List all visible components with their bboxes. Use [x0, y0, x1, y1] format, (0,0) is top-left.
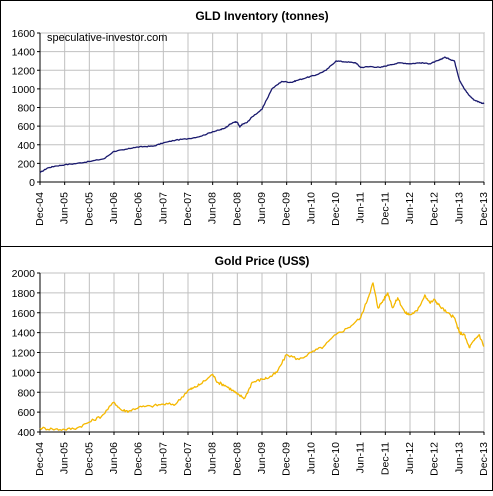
gld-inventory-x-tick-label: Jun-13: [453, 192, 465, 224]
gld-inventory-x-tick-label: Dec-08: [231, 192, 243, 226]
gold-price-y-tick-label: 800: [17, 387, 35, 399]
gld-inventory-x-tick-label: Jun-11: [355, 192, 367, 223]
gold-price-x-tick-label: Dec-04: [34, 442, 46, 476]
gld-inventory-x-tick-label: Dec-13: [478, 192, 490, 226]
gold-price-x-tick-label: Dec-11: [379, 442, 391, 475]
gold-price-x-tick-label: Jun-13: [453, 442, 465, 474]
gold-price-y-tick-label: 1800: [12, 288, 36, 300]
gold-price-x-tick-label: Jun-06: [108, 442, 120, 474]
gld-inventory-x-tick-label: Jun-07: [157, 192, 169, 224]
gld-inventory-x-tick-label: Dec-09: [281, 192, 293, 226]
gold-price-y-tick-label: 400: [17, 427, 35, 439]
gld-inventory-y-tick-label: 200: [17, 158, 35, 170]
gold-price-x-tick-label: Jun-10: [305, 442, 317, 474]
gld-inventory-x-tick-label: Jun-09: [256, 192, 268, 224]
gld-inventory-x-tick-label: Jun-12: [404, 192, 416, 224]
gld-inventory-y-tick-label: 1000: [12, 84, 36, 96]
gld-inventory-x-tick-label: Dec-05: [83, 192, 95, 226]
gold-price-y-tick-label: 1400: [12, 328, 36, 340]
gld-inventory-x-tick-label: Dec-07: [182, 192, 194, 226]
gold-price-x-tick-label: Dec-10: [330, 442, 342, 476]
gld-inventory-x-tick-label: Dec-12: [429, 192, 441, 226]
gold-price-x-tick-label: Jun-07: [157, 442, 169, 474]
gold-price-y-tick-label: 2000: [12, 268, 36, 280]
gold-price-panel: Gold Price (US$) 400 600 800 1000 1200 1400 160…: [12, 254, 490, 476]
gold-price-y-tick-label: 1600: [12, 308, 36, 320]
gold-price-x-tick-label: Dec-13: [478, 442, 490, 476]
gld-inventory-panel: GLD Inventory (tonnes) 0 200 400 600 800 1000 1…: [12, 9, 490, 226]
gold-price-x-tick-label: Dec-08: [231, 442, 243, 476]
gld-inventory-y-tick-label: 400: [17, 140, 35, 152]
gold-price-x-tick-label: Dec-12: [429, 442, 441, 476]
gold-price-x-tick-label: Dec-05: [83, 442, 95, 476]
gold-price-x-tick-label: Dec-09: [281, 442, 293, 476]
gold-price-x-tick-label: Jun-05: [59, 442, 71, 474]
gld-inventory-y-tick-label: 1400: [12, 47, 36, 59]
gold-price-y-tick-label: 600: [17, 407, 35, 419]
gld-inventory-x-tick-label: Jun-06: [108, 192, 120, 224]
gld-inventory-x-tick-label: Jun-05: [59, 192, 71, 224]
gld-inventory-y-tick-label: 600: [17, 121, 35, 133]
gld-inventory-y-tick-label: 1600: [12, 28, 36, 40]
gold-price-y-tick-label: 1000: [12, 367, 36, 379]
gld-inventory-y-tick-label: 0: [29, 177, 35, 189]
gold-price-x-tick-label: Dec-07: [182, 442, 194, 476]
gld-inventory-x-tick-label: Dec-10: [330, 192, 342, 226]
gold-price-x-tick-label: Jun-11: [355, 442, 367, 473]
gld-inventory-y-tick-label: 1200: [12, 65, 36, 77]
gold-price-x-tick-label: Jun-12: [404, 442, 416, 474]
gld-inventory-y-tick-label: 800: [17, 103, 35, 115]
gld-inventory-x-tick-label: Jun-10: [305, 192, 317, 224]
gold-price-y-tick-label: 1200: [12, 348, 36, 360]
gld-inventory-x-tick-label: Dec-11: [379, 192, 391, 225]
gld-inventory-series-line: [39, 56, 485, 174]
gold-price-x-tick-label: Jun-09: [256, 442, 268, 474]
gold-price-x-tick-label: Jun-08: [207, 442, 219, 474]
gold-price-series-line: [39, 282, 485, 431]
gld-inventory-x-tick-label: Dec-04: [34, 192, 46, 226]
gld-inventory-title: GLD Inventory (tonnes): [195, 9, 328, 23]
gold-price-title: Gold Price (US$): [215, 254, 310, 268]
gld-inventory-x-tick-label: Jun-08: [207, 192, 219, 224]
gold-price-x-tick-label: Dec-06: [133, 442, 145, 476]
watermark-text: speculative-investor.com: [47, 32, 167, 44]
gld-inventory-x-tick-label: Dec-06: [133, 192, 145, 226]
